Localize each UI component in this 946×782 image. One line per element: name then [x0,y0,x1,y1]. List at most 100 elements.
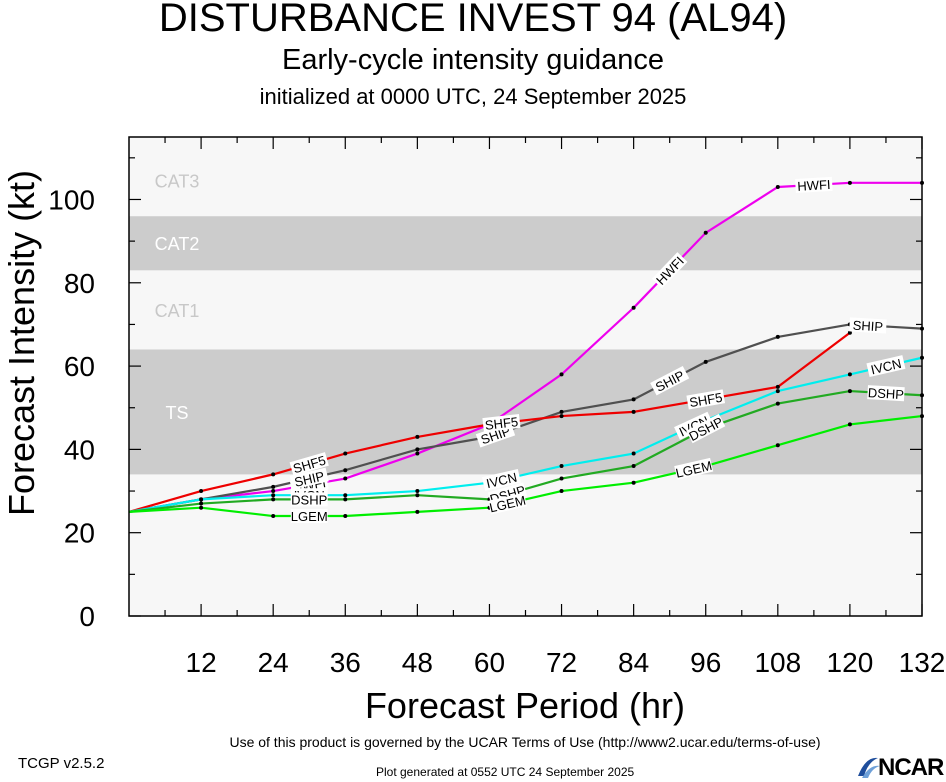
svg-text:IVCN: IVCN [869,356,903,378]
data-point-shf5 [415,434,420,439]
series-line-hwfi [128,181,922,513]
data-point-ivcn [199,497,204,502]
series-label-shf5: SHF5 [686,389,726,410]
generated-timestamp: Plot generated at 0552 UTC 24 September … [376,765,635,779]
x-tick-label: 84 [618,647,649,678]
band-cat1 [129,270,922,350]
series-label-shf5: SHF5 [482,413,521,433]
series-label-lgem: LGEM [291,509,328,524]
data-point-ivcn [847,372,852,377]
x-tick-label: 72 [546,647,577,678]
data-point-dshp [775,401,780,406]
data-point-lgem [271,514,276,519]
data-point-lgem [343,514,348,519]
y-axis-label: Forecast Intensity (kt) [1,170,42,516]
data-point-dshp [631,464,636,469]
x-tick-label: 24 [258,647,289,678]
y-tick-label: 40 [64,434,95,465]
data-point-hwfi [631,305,636,310]
svg-text:SHIP: SHIP [852,318,883,335]
series-label-ivcn: IVCN [866,355,906,378]
series-label-ship: SHIP [289,467,329,490]
series-label-ship: SHIP [849,317,887,334]
x-axis-label: Forecast Period (hr) [365,685,685,726]
ncar-logo: NCAR [856,752,946,781]
data-point-hwfi [559,372,564,377]
series-line-ship [128,323,923,513]
data-point-ship [343,468,348,473]
x-tick-label: 96 [690,647,721,678]
data-point-shf5 [631,409,636,414]
data-point-ship [271,484,276,489]
series-line-ivcn [128,356,923,513]
band-label-cat2: CAT2 [155,234,200,254]
data-point-ivcn [631,451,636,456]
data-point-dshp [559,476,564,481]
band-label-cat3: CAT3 [155,172,200,192]
series-label-dshp: DSHP [867,385,905,402]
data-point-lgem [847,422,852,427]
data-point-hwfi [271,489,276,494]
svg-text:SHIP: SHIP [293,468,326,489]
data-point-hwfi [847,180,852,185]
y-tick-label: 0 [79,601,95,632]
band-label-cat1: CAT1 [155,301,200,321]
data-point-hwfi [343,476,348,481]
y-tick-label: 80 [64,268,95,299]
data-point-dshp [271,497,276,502]
data-point-hwfi [415,451,420,456]
data-point-ivcn [775,389,780,394]
data-point-ship [415,447,420,452]
band-ts [129,349,922,475]
band-label-ts: TS [165,403,188,423]
band-cat2 [129,216,922,271]
svg-text:SHF5: SHF5 [484,414,519,433]
chart-title: DISTURBANCE INVEST 94 (AL94) [158,0,788,40]
series-label-hwfi: HWFI [795,176,833,194]
x-tick-label: 12 [186,647,217,678]
data-point-hwfi [703,230,708,235]
svg-text:IVCN: IVCN [485,470,519,492]
x-tick-label: 108 [754,647,801,678]
y-tick-label: 100 [48,184,95,215]
data-point-lgem [631,480,636,485]
data-point-ship [703,359,708,364]
data-point-dshp [847,389,852,394]
band-cat3 [129,145,922,217]
terms-of-use-text: Use of this product is governed by the U… [229,734,821,750]
data-point-ship [775,334,780,339]
data-point-ivcn [271,493,276,498]
data-point-ship [631,397,636,402]
x-tick-label: 120 [827,647,874,678]
data-point-shf5 [271,472,276,477]
x-tick-label: 132 [899,647,946,678]
data-point-lgem [415,509,420,514]
data-point-shf5 [847,330,852,335]
data-point-ivcn [415,489,420,494]
data-point-ship [559,409,564,414]
data-point-ivcn [343,493,348,498]
data-point-dshp [415,493,420,498]
chart-init-time: initialized at 0000 UTC, 24 September 20… [259,84,687,109]
series-line-lgem [128,414,923,518]
data-point-hwfi [775,184,780,189]
data-point-lgem [199,505,204,510]
svg-text:HWFI: HWFI [797,177,831,194]
svg-text:DSHP: DSHP [867,385,904,402]
version-label: TCGP v2.5.2 [18,755,105,772]
data-point-shf5 [343,451,348,456]
ncar-logo-mark-icon [858,757,880,778]
y-tick-label: 60 [64,351,95,382]
series-label-dshp: DSHP [290,492,328,507]
series-line-dshp [128,389,923,513]
data-point-dshp [343,497,348,502]
data-point-ivcn [559,464,564,469]
data-point-dshp [199,501,204,506]
series-label-ivcn: IVCN [481,468,521,492]
data-point-shf5 [775,384,780,389]
svg-text:DSHP: DSHP [291,492,327,507]
x-tick-label: 48 [402,647,433,678]
x-tick-label: 36 [330,647,361,678]
chart-subtitle: Early-cycle intensity guidance [281,44,664,76]
ncar-logo-text: NCAR [878,754,944,781]
